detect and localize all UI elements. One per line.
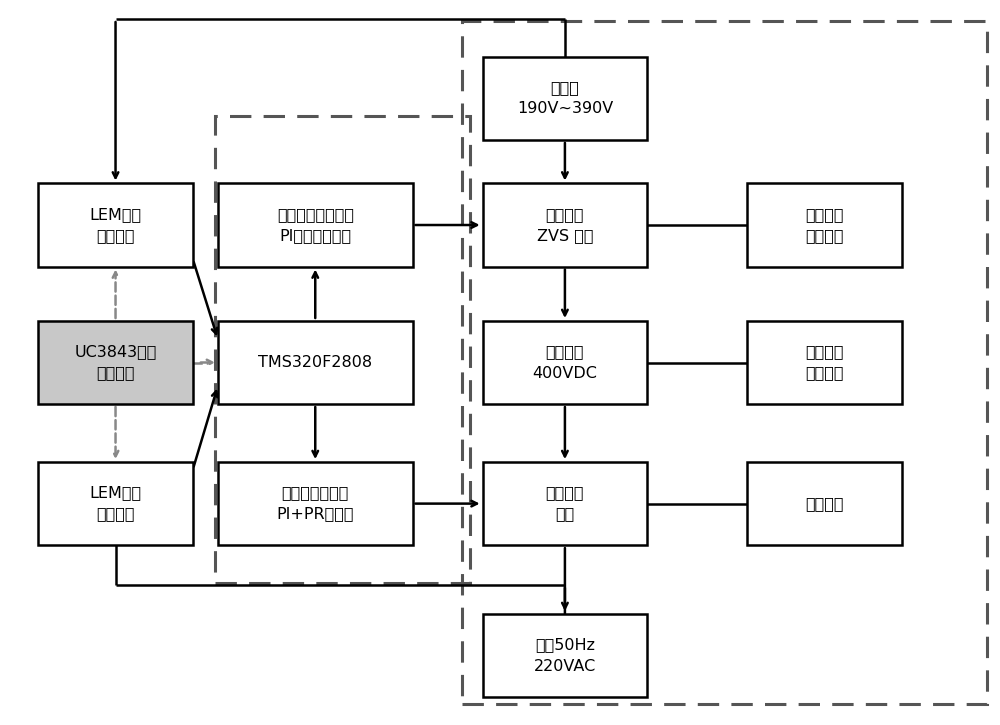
Text: LEM输出
电流采样: LEM输出 电流采样 [89,486,142,521]
Bar [218,321,413,404]
Text: 自组织模糊控制器
PI校正单电流环: 自组织模糊控制器 PI校正单电流环 [277,207,354,243]
Bar [483,614,647,697]
Bar [38,321,193,404]
Bar [747,183,902,267]
Bar [215,117,470,583]
Text: 常规模糊控制器
PI+PR双闭环: 常规模糊控制器 PI+PR双闭环 [277,486,354,521]
Text: UC3843反激
辅助电源: UC3843反激 辅助电源 [74,344,157,381]
Text: 负载模拟
宽压升压: 负载模拟 宽压升压 [805,207,844,243]
Text: 恒压源
190V~390V: 恒压源 190V~390V [517,80,613,117]
Bar [462,21,987,704]
Bar [747,321,902,404]
Text: 母线电容
400VDC: 母线电容 400VDC [532,344,597,381]
Text: 能量馈网: 能量馈网 [805,496,844,511]
Bar [218,183,413,267]
Bar [38,183,193,267]
Text: 移相全桥
ZVS 电路: 移相全桥 ZVS 电路 [537,207,593,243]
Bar [38,462,193,545]
Bar [483,462,647,545]
Bar [218,462,413,545]
Text: 逆变全桥
电路: 逆变全桥 电路 [546,486,584,521]
Bar [483,183,647,267]
Text: TMS320F2808: TMS320F2808 [258,355,372,370]
Bar [483,57,647,140]
Bar [483,321,647,404]
Text: 电甈50Hz
220VAC: 电甈50Hz 220VAC [534,637,596,674]
Text: 能量缓冲
功率解耦: 能量缓冲 功率解耦 [805,344,844,381]
Text: LEM输入
电流采样: LEM输入 电流采样 [89,207,142,243]
Bar [747,462,902,545]
